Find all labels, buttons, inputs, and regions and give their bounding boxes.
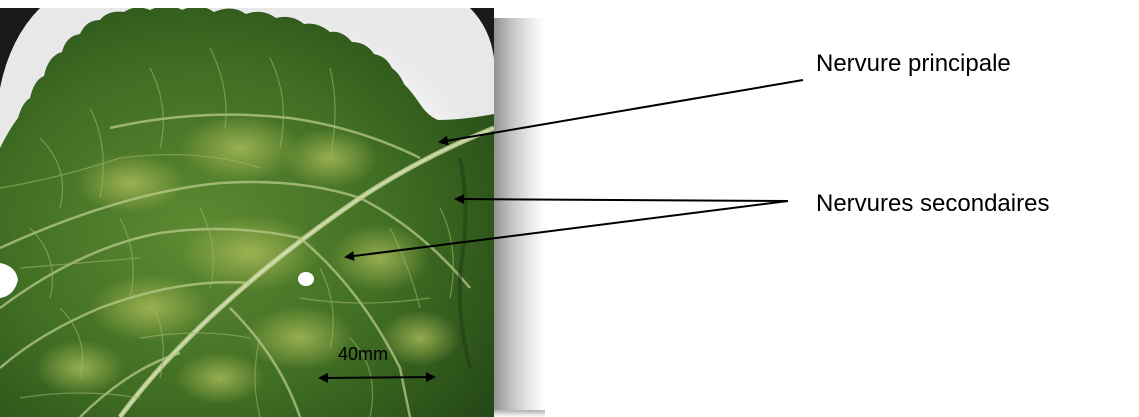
secondary-veins-label: Nervures secondaires [816, 190, 1050, 217]
main-vein-label: Nervure principale [816, 50, 1011, 77]
photo-drop-shadow [493, 18, 545, 417]
secondary-veins [0, 113, 471, 417]
leaf-hole-edge [0, 263, 18, 298]
scale-label: 40mm [338, 344, 389, 364]
leaf-photo [0, 8, 494, 417]
leaf-hole [298, 272, 314, 286]
tertiary-veins [0, 47, 454, 417]
